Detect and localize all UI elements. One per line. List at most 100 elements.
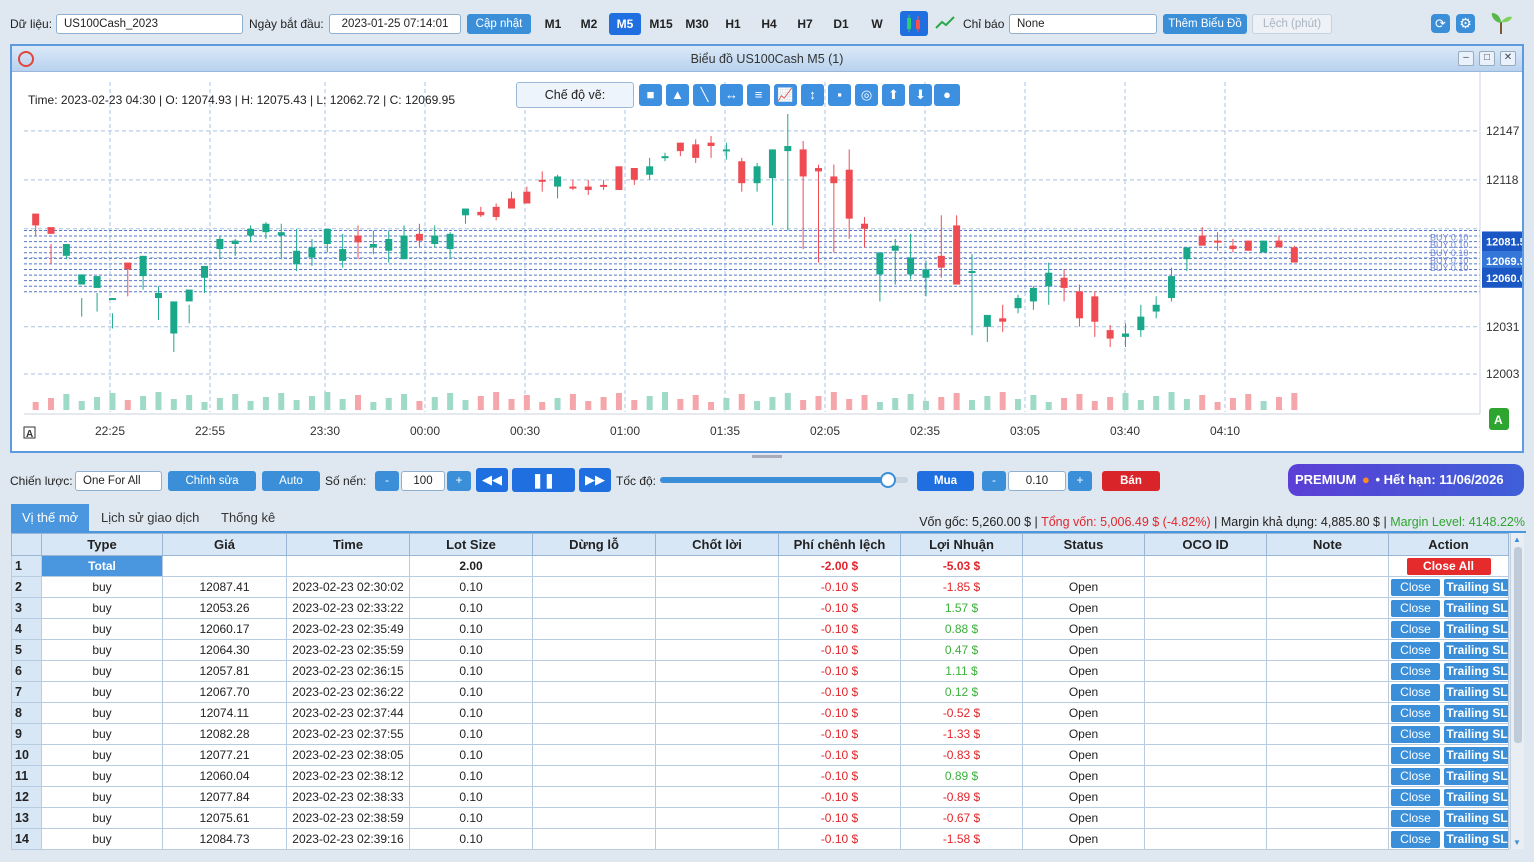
buy-button[interactable]: Mua bbox=[917, 471, 974, 491]
close-position-button[interactable]: Close bbox=[1391, 641, 1440, 659]
trailing-sl-button[interactable]: Trailing SL bbox=[1444, 662, 1508, 680]
table-row[interactable]: 3 buy 12053.26 2023-02-23 02:33:22 0.10 -0.10… bbox=[11, 597, 1509, 619]
scroll-thumb[interactable] bbox=[1514, 547, 1522, 743]
timeframe-h4[interactable]: H4 bbox=[761, 17, 777, 31]
timeframe-w[interactable]: W bbox=[871, 17, 883, 31]
col-header[interactable] bbox=[11, 533, 42, 556]
col-header[interactable]: Status bbox=[1022, 533, 1145, 556]
lot-minus-button[interactable]: - bbox=[982, 471, 1006, 491]
edit-strategy-button[interactable]: Chỉnh sửa bbox=[168, 471, 256, 491]
trailing-sl-button[interactable]: Trailing SL bbox=[1444, 641, 1508, 659]
table-row[interactable]: 9 buy 12082.28 2023-02-23 02:37:55 0.10 -0.10… bbox=[11, 723, 1509, 745]
timeframe-m15[interactable]: M15 bbox=[649, 17, 673, 31]
trendline-tool-icon[interactable]: ╲ bbox=[693, 84, 716, 106]
close-all-button[interactable]: Close All bbox=[1406, 557, 1491, 575]
col-header[interactable]: Lợi Nhuận bbox=[900, 533, 1023, 556]
candles-plus-button[interactable]: + bbox=[447, 471, 471, 491]
tab-trade-history[interactable]: Lịch sử giao dịch bbox=[101, 510, 200, 525]
close-position-button[interactable]: Close bbox=[1391, 578, 1440, 596]
timeframe-h1[interactable]: H1 bbox=[725, 17, 741, 31]
rewind-icon[interactable]: ◀◀ bbox=[476, 468, 508, 492]
timeframe-m30[interactable]: M30 bbox=[685, 17, 709, 31]
close-position-button[interactable]: Close bbox=[1391, 809, 1440, 827]
start-date-input[interactable]: 2023-01-25 07:14:01 bbox=[329, 14, 461, 34]
scroll-up-icon[interactable]: ▲ bbox=[1513, 535, 1521, 544]
target-tool-icon[interactable]: ◎ bbox=[855, 84, 878, 106]
refresh-icon[interactable]: ⟳ bbox=[1431, 14, 1450, 33]
table-row[interactable]: 12 buy 12077.84 2023-02-23 02:38:33 0.10 -0.1… bbox=[11, 786, 1509, 808]
strategy-select[interactable]: One For All bbox=[75, 471, 162, 491]
vertical-arrow-tool-icon[interactable]: ↕ bbox=[801, 84, 824, 106]
col-header[interactable]: Note bbox=[1266, 533, 1389, 556]
maximize-icon[interactable]: □ bbox=[1479, 51, 1495, 66]
circle-tool-icon[interactable]: ● bbox=[934, 84, 960, 106]
gear-icon[interactable]: ⚙ bbox=[1456, 14, 1475, 33]
tab-statistics[interactable]: Thống kê bbox=[221, 510, 276, 525]
table-row[interactable]: 11 buy 12060.04 2023-02-23 02:38:12 0.10 -0.1… bbox=[11, 765, 1509, 787]
col-header[interactable]: Phí chênh lệch bbox=[778, 533, 901, 556]
table-row[interactable]: 14 buy 12084.73 2023-02-23 02:39:16 0.10 -0.1… bbox=[11, 828, 1509, 850]
col-header[interactable]: Dừng lỗ bbox=[532, 533, 656, 556]
close-position-button[interactable]: Close bbox=[1391, 599, 1440, 617]
down-arrow-tool-icon[interactable]: ⬇ bbox=[909, 84, 932, 106]
autoscale-corner-label[interactable]: A bbox=[26, 429, 33, 440]
timeframe-d1[interactable]: D1 bbox=[833, 17, 849, 31]
trailing-sl-button[interactable]: Trailing SL bbox=[1444, 599, 1508, 617]
close-position-button[interactable]: Close bbox=[1391, 662, 1440, 680]
close-position-button[interactable]: Close bbox=[1391, 725, 1440, 743]
col-header[interactable]: Type bbox=[41, 533, 163, 556]
table-row[interactable]: 5 buy 12064.30 2023-02-23 02:35:59 0.10 -0.10… bbox=[11, 639, 1509, 661]
auto-mode-badge[interactable] bbox=[1489, 408, 1509, 430]
timeframe-h7[interactable]: H7 bbox=[797, 17, 813, 31]
close-position-button[interactable]: Close bbox=[1391, 788, 1440, 806]
timeframe-m1[interactable]: M1 bbox=[544, 17, 562, 31]
trailing-sl-button[interactable]: Trailing SL bbox=[1444, 746, 1508, 764]
col-header[interactable]: Lot Size bbox=[409, 533, 533, 556]
close-position-button[interactable]: Close bbox=[1391, 767, 1440, 785]
candlestick-chart-icon[interactable] bbox=[900, 11, 928, 36]
update-button[interactable]: Cập nhật bbox=[467, 14, 531, 34]
horizontal-arrow-tool-icon[interactable]: ↔ bbox=[720, 84, 743, 106]
col-header[interactable]: Chốt lời bbox=[655, 533, 779, 556]
trailing-sl-button[interactable]: Trailing SL bbox=[1444, 830, 1508, 848]
trailing-sl-button[interactable]: Trailing SL bbox=[1444, 683, 1508, 701]
up-arrow-tool-icon[interactable]: ⬆ bbox=[882, 84, 905, 106]
add-chart-button[interactable]: Thêm Biểu Đồ bbox=[1163, 14, 1247, 34]
lot-input[interactable]: 0.10 bbox=[1008, 471, 1066, 491]
trailing-sl-button[interactable]: Trailing SL bbox=[1444, 578, 1508, 596]
table-row[interactable]: 6 buy 12057.81 2023-02-23 02:36:15 0.10 -0.10… bbox=[11, 660, 1509, 682]
candles-input[interactable]: 100 bbox=[401, 471, 445, 491]
table-row[interactable]: 4 buy 12060.17 2023-02-23 02:35:49 0.10 -0.10… bbox=[11, 618, 1509, 640]
speed-slider[interactable] bbox=[660, 472, 908, 488]
autoscale-corner-box[interactable] bbox=[23, 426, 36, 439]
offset-minutes-input[interactable]: Lệch (phút) bbox=[1252, 14, 1332, 34]
tab-open-positions[interactable]: Vị thế mở bbox=[11, 504, 90, 532]
rectangle-tool-icon[interactable]: ■ bbox=[639, 84, 662, 106]
table-row[interactable]: 8 buy 12074.11 2023-02-23 02:37:44 0.10 -0.10… bbox=[11, 702, 1509, 724]
auto-mode-label[interactable]: A bbox=[1494, 413, 1503, 427]
triangle-tool-icon[interactable]: ▲ bbox=[666, 84, 689, 106]
timeframe-m2[interactable]: M2 bbox=[580, 17, 598, 31]
close-position-button[interactable]: Close bbox=[1391, 683, 1440, 701]
lot-plus-button[interactable]: + bbox=[1068, 471, 1092, 491]
trailing-sl-button[interactable]: Trailing SL bbox=[1444, 725, 1508, 743]
table-row[interactable]: 2 buy 12087.41 2023-02-23 02:30:02 0.10 -0.10… bbox=[11, 576, 1509, 598]
trailing-sl-button[interactable]: Trailing SL bbox=[1444, 767, 1508, 785]
trailing-sl-button[interactable]: Trailing SL bbox=[1444, 809, 1508, 827]
candles-minus-button[interactable]: - bbox=[375, 471, 399, 491]
col-header[interactable]: Action bbox=[1388, 533, 1509, 556]
col-header[interactable]: Time bbox=[286, 533, 410, 556]
table-row[interactable]: 7 buy 12067.70 2023-02-23 02:36:22 0.10 -0.10… bbox=[11, 681, 1509, 703]
note-tool-icon[interactable]: ▪ bbox=[828, 84, 851, 106]
horizontal-lines-tool-icon[interactable]: ≡ bbox=[747, 84, 770, 106]
data-source-input[interactable]: US100Cash_2023 bbox=[56, 14, 243, 34]
indicator-select[interactable]: None bbox=[1009, 14, 1157, 34]
table-row[interactable]: 10 buy 12077.21 2023-02-23 02:38:05 0.10 -0.1… bbox=[11, 744, 1509, 766]
col-header[interactable]: OCO ID bbox=[1144, 533, 1267, 556]
sell-button[interactable]: Bán bbox=[1102, 471, 1160, 491]
line-chart-icon[interactable] bbox=[934, 13, 956, 36]
chart-tool-icon[interactable]: 📈 bbox=[774, 84, 797, 106]
close-position-button[interactable]: Close bbox=[1391, 704, 1440, 722]
speed-slider-handle[interactable] bbox=[880, 472, 897, 488]
